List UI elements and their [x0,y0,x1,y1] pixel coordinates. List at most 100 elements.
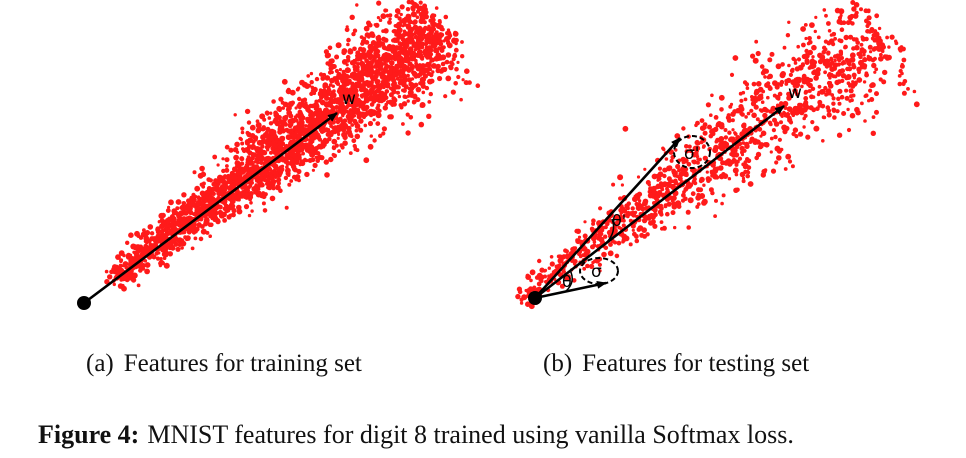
feature-point-b [536,272,543,279]
feature-point-b [839,27,845,32]
feature-point-a [419,102,426,108]
feature-point-b [860,35,865,39]
feature-point-a [107,274,113,280]
feature-point-a [322,72,327,77]
feature-point-a [437,75,443,82]
feature-point-a [372,118,376,122]
feature-point-a [319,99,326,106]
feature-point-b [532,285,537,290]
feature-point-b [608,242,613,247]
feature-point-a [338,104,343,109]
feature-point-b [803,100,809,106]
feature-point-a [142,249,149,255]
feature-point-a [362,54,367,60]
feature-point-a [112,282,117,287]
feature-point-a [287,101,294,107]
feature-point-a [320,76,326,81]
feature-point-b [621,223,626,228]
feature-point-b [795,84,800,89]
feature-point-b [775,63,782,70]
feature-point-b [804,52,810,59]
feature-point-a [259,113,266,120]
feature-point-b [741,122,747,128]
feature-point-a [247,191,252,196]
feature-point-a [248,167,254,173]
feature-point-a [401,37,406,42]
feature-point-b [803,89,809,95]
feature-point-a [355,148,360,153]
feature-point-b [583,220,587,224]
feature-point-b [685,209,691,215]
feature-point-b [699,125,706,131]
feature-point-b [634,238,640,244]
feature-point-b [863,8,869,13]
feature-point-a [246,149,250,154]
feature-point-b [717,138,722,143]
feature-point-b [733,187,739,193]
feature-point-b [684,172,689,178]
feature-point-a [338,116,343,121]
feature-point-b [845,74,852,80]
feature-point-b [769,136,774,141]
feature-point-b [772,117,777,123]
feature-point-a [445,52,452,58]
feature-point-a [127,262,132,267]
feature-point-b [696,202,701,207]
feature-point-a [415,38,420,43]
feature-point-b [877,38,883,44]
feature-point-a [398,103,403,108]
feature-point-b [673,225,677,230]
feature-point-b [793,77,799,83]
feature-point-a [408,48,413,53]
feature-point-b [813,125,820,132]
feature-point-a [414,58,418,63]
feature-point-b [848,34,854,40]
feature-point-b [696,157,700,161]
feature-point-b [787,20,791,24]
feature-point-a [440,68,445,73]
feature-point-a [203,221,209,227]
feature-point-a [433,47,438,52]
feature-point-a [399,69,404,74]
feature-point-a [315,133,322,140]
feature-point-b [844,88,849,93]
feature-point-b [743,97,748,102]
feature-point-b [601,251,607,258]
feature-point-b [697,141,701,146]
feature-point-a [381,84,386,90]
feature-point-b [779,120,783,125]
feature-point-a [244,108,251,115]
feature-point-b [793,61,798,65]
feature-point-a [375,81,380,85]
feature-point-a [164,250,169,256]
feature-point-b [716,121,722,127]
feature-point-a [378,18,383,23]
feature-point-a [240,130,245,135]
feature-point-b [817,103,822,108]
feature-point-b [865,29,869,34]
feature-point-a [310,85,315,90]
feature-point-a [364,79,370,86]
feature-point-b [726,113,731,118]
feature-point-a [209,222,214,228]
feature-point-b [582,266,587,271]
feature-point-b [844,95,850,101]
feature-point-b [673,180,679,186]
feature-point-b [826,112,832,118]
feature-point-a [401,82,407,88]
feature-point-a [452,39,456,44]
feature-point-a [246,131,252,138]
feature-point-a [284,114,289,119]
feature-point-a [254,178,260,183]
feature-point-a [244,167,249,172]
feature-point-b [894,39,898,43]
feature-point-b [817,99,823,105]
feature-point-a [136,283,141,288]
feature-point-b [650,213,656,220]
feature-point-a [230,212,236,218]
feature-point-b [642,234,647,239]
feature-point-b [682,190,686,194]
panel-b-caption: (b) Features for testing set [543,350,809,378]
feature-point-a [309,71,314,76]
feature-point-b [845,20,851,26]
